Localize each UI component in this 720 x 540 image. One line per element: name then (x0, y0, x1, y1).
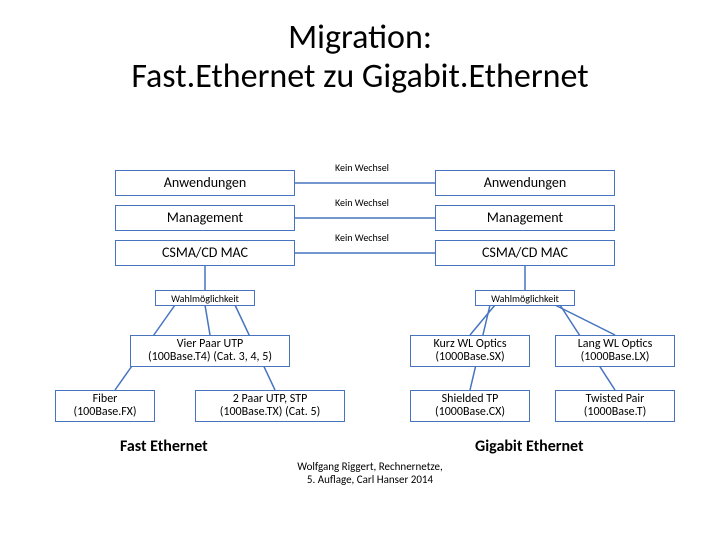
diagram: Anwendungen Management CSMA/CD MAC Anwen… (0, 155, 720, 515)
left-mac-box: CSMA/CD MAC (115, 240, 295, 266)
citation: Wolfgang Riggert, Rechnernetze, 5. Aufla… (270, 460, 470, 486)
no-change-label-1: Kein Wechsel (322, 161, 402, 174)
right-mac-box: CSMA/CD MAC (435, 240, 615, 266)
left-leaf-fiber: Fiber (100Base.FX) (55, 390, 155, 422)
footer-left: Fast Ethernet (120, 437, 208, 456)
title-line1: Migration: (288, 17, 432, 58)
left-mgmt-box: Management (115, 205, 295, 231)
right-leaf-cx: Shielded TP (1000Base.CX) (410, 390, 530, 422)
right-app-box: Anwendungen (435, 170, 615, 196)
no-change-label-3: Kein Wechsel (322, 231, 402, 244)
footer-right: Gigabit Ethernet (475, 437, 584, 456)
left-leaf-center: Vier Paar UTP (100Base.T4) (Cat. 3, 4, 5… (130, 335, 290, 367)
left-option-box: Wahlmöglichkeit (155, 290, 255, 306)
right-option-box: Wahlmöglichkeit (475, 290, 575, 306)
right-leaf-lx: Lang WL Optics (1000Base.LX) (555, 335, 675, 367)
left-app-box: Anwendungen (115, 170, 295, 196)
right-leaf-sx: Kurz WL Optics (1000Base.SX) (410, 335, 530, 367)
no-change-label-2: Kein Wechsel (322, 196, 402, 209)
right-mgmt-box: Management (435, 205, 615, 231)
right-leaf-t: Twisted Pair (1000Base.T) (555, 390, 675, 422)
left-leaf-utp2: 2 Paar UTP, STP (100Base.TX) (Cat. 5) (195, 390, 345, 422)
title-line2: Fast.Ethernet zu Gigabit.Ethernet (131, 56, 588, 97)
